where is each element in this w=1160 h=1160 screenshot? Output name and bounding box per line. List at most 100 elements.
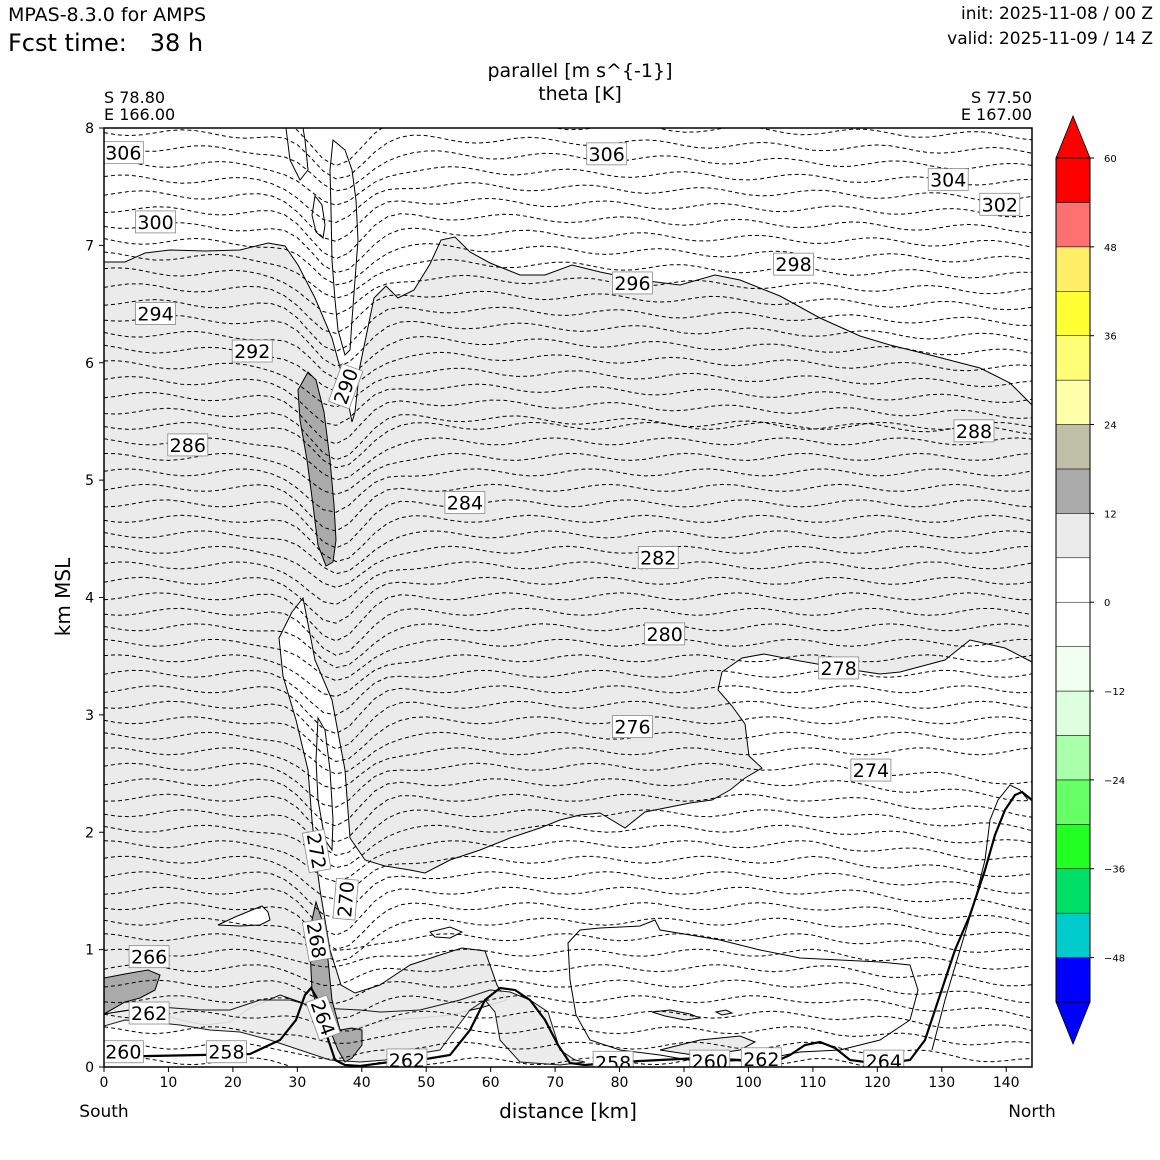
y-tick-label: 2 (85, 825, 94, 841)
isentrope-line (104, 762, 1032, 808)
theta-label: 258 (206, 1040, 247, 1064)
theta-label: 272 (302, 828, 332, 874)
colorbar-swatch (1055, 824, 1091, 869)
isentrope-line (104, 917, 1032, 962)
theta-label: 286 (167, 433, 209, 457)
theta-label-text: 260 (692, 1051, 728, 1073)
theta-label-text: 282 (640, 548, 676, 570)
colorbar-under-arrow (1055, 1001, 1091, 1046)
theta-label: 260 (104, 1040, 144, 1064)
x-tick-label: 50 (417, 1075, 435, 1091)
colorbar-swatch (1055, 601, 1091, 647)
isentrope-line (104, 716, 1032, 763)
isentrope-line (104, 452, 1032, 496)
isentrope-line (104, 638, 1032, 682)
theta-label: 304 (927, 168, 969, 192)
colorbar-swatch (1055, 779, 1091, 825)
theta-label: 292 (231, 339, 273, 363)
isentrope-line (104, 299, 1032, 352)
colorbar-tick-label: 24 (1104, 421, 1117, 432)
theta-label-text: 286 (170, 435, 206, 457)
colorbar-tick-label: 36 (1104, 332, 1117, 343)
theta-label: 264 (863, 1049, 905, 1067)
theta-label-text: 260 (105, 1042, 141, 1064)
chart-title: parallel [m s^{-1}] (487, 60, 673, 82)
isentrope-line (104, 871, 1032, 919)
isentrope-line (104, 793, 1032, 843)
isentrope-line (293, 128, 1032, 167)
isentrope-line (104, 514, 1032, 563)
theta-label: 262 (740, 1047, 782, 1067)
theta-label-box (444, 491, 486, 514)
model-title: MPAS-8.3.0 for AMPS (8, 4, 207, 26)
colorbar-tick-label: 60 (1104, 154, 1117, 165)
isentrope-line (104, 700, 1032, 750)
x-tick-label: 100 (735, 1075, 762, 1091)
isentrope-line (104, 174, 1032, 224)
theta-label-box (386, 1048, 428, 1067)
x-tick-label: 20 (224, 1075, 242, 1091)
theta-label-text: 266 (131, 947, 167, 969)
colorbar-tick-label: 12 (1104, 509, 1117, 520)
theta-label-text: 304 (930, 170, 966, 192)
theta-label-box (301, 918, 332, 963)
theta-label-text: 306 (105, 143, 141, 165)
colorbar-tick-label: −36 (1104, 865, 1125, 876)
chart-subtitle: theta [K] (538, 83, 622, 105)
theta-label-text: 298 (775, 254, 811, 276)
isentrope-line (104, 206, 1032, 260)
colorbar: 60 48 36 24 12 0 −12 −24 −36 −48 (1055, 114, 1125, 1046)
theta-label: 280 (644, 622, 686, 646)
y-tick-label: 0 (85, 1060, 94, 1076)
isentrope-line (104, 824, 1032, 869)
theta-label: 258 (592, 1050, 634, 1067)
theta-label-box (818, 656, 860, 680)
y-tick-label: 6 (85, 356, 94, 372)
isentrope-line (104, 421, 1032, 469)
y-tick-label: 3 (85, 708, 94, 724)
north-label: North (1008, 1102, 1056, 1122)
left-lon: E 166.00 (104, 105, 176, 124)
theta-label-text: 296 (614, 273, 650, 295)
x-tick-label: 130 (928, 1075, 955, 1091)
colorbar-swatch (1055, 735, 1091, 781)
right-lon: E 167.00 (960, 105, 1032, 124)
colorbar-swatch (1055, 424, 1091, 470)
valid-time: valid: 2025-11-09 / 14 Z (947, 29, 1153, 49)
x-tick-label: 80 (611, 1075, 629, 1091)
colorbar-swatch (1055, 868, 1091, 914)
isentrope-line (104, 129, 1032, 180)
theta-label-box (135, 210, 176, 234)
y-tick-label: 1 (85, 943, 94, 959)
isentrope-line (104, 669, 1032, 716)
isentrope-line (104, 840, 1032, 883)
y-tick-label: 4 (85, 591, 94, 607)
unshaded-pocket-upper (329, 139, 359, 356)
isentrope-line (104, 1010, 1032, 1032)
colorbar-tick-label: −48 (1104, 954, 1125, 965)
isentrope-line (104, 222, 1032, 274)
theta-label: 268 (301, 918, 332, 963)
theta-label: 276 (612, 715, 653, 739)
theta-label-text: 288 (956, 421, 992, 443)
theta-label-box (104, 141, 144, 165)
plot-area: 306 3063043023002982962942922902862882842… (104, 128, 1032, 1073)
colorbar-swatch (1055, 690, 1091, 736)
wind-contour-1 (285, 128, 309, 181)
wind-contour-2 (567, 919, 919, 1063)
theta-label: 282 (637, 546, 679, 570)
isentrope-line (104, 158, 1032, 206)
isentrope-line (104, 747, 1032, 790)
isentrope-line (104, 437, 1032, 481)
theta-label: 300 (135, 210, 176, 234)
isentrope-line (104, 237, 1032, 286)
theta-label-box (104, 1040, 144, 1064)
y-tick-label: 7 (85, 238, 94, 254)
theta-label-text: 302 (982, 194, 1018, 216)
colorbar-swatch (1055, 957, 1091, 1003)
x-tick-label: 60 (482, 1075, 500, 1091)
theta-label: 296 (612, 271, 653, 295)
init-time: init: 2025-11-08 / 00 Z (960, 4, 1153, 24)
theta-label-box (231, 339, 273, 363)
isentrope-line (104, 809, 1032, 856)
